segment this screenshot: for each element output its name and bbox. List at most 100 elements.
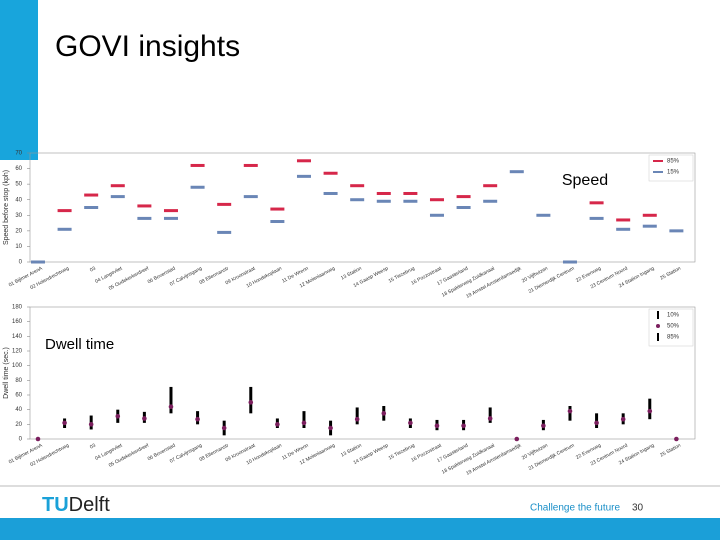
speed-marker <box>669 229 684 233</box>
y-tick-label: 20 <box>15 228 22 234</box>
median-point <box>408 420 413 426</box>
median-point <box>62 420 67 426</box>
speed-marker <box>403 199 418 203</box>
range-bar <box>302 411 306 428</box>
y-tick-label: 40 <box>15 197 22 203</box>
median-point <box>221 425 227 431</box>
range-bar <box>169 386 173 414</box>
y-tick-label: 60 <box>15 166 22 172</box>
median-point <box>195 416 200 422</box>
speed-marker <box>217 230 232 234</box>
slide-title: GOVI insights <box>55 30 240 63</box>
median-point <box>514 436 520 442</box>
speed-marker <box>30 260 45 264</box>
y-tick-label: 10 <box>15 244 22 250</box>
y-tick-label: 140 <box>12 334 23 340</box>
plot-area <box>29 306 696 440</box>
speed-marker <box>270 207 285 211</box>
median-point <box>248 400 254 405</box>
median-point <box>381 411 387 416</box>
median-point <box>461 423 466 429</box>
speed-marker <box>217 202 232 206</box>
speed-marker <box>57 227 72 231</box>
median-point <box>142 416 147 421</box>
speed-marker <box>350 184 365 188</box>
y-tick-label: 120 <box>12 349 23 355</box>
median-point <box>541 423 546 429</box>
plot-area <box>29 152 696 263</box>
legend-swatch <box>657 333 659 341</box>
speed-marker <box>642 224 657 228</box>
legend-swatch <box>653 171 663 173</box>
speed-marker <box>110 195 125 199</box>
speed-marker <box>163 209 178 213</box>
median-point <box>328 425 333 431</box>
speed-marker <box>376 191 391 195</box>
speed-marker <box>483 184 498 188</box>
bottom-bar <box>0 518 720 540</box>
legend-label: 10% <box>667 313 680 319</box>
y-axis-title: Dwell time (sec.) <box>3 347 10 399</box>
speed-marker <box>323 191 338 195</box>
range-bar <box>355 407 359 425</box>
speed-marker <box>642 213 657 217</box>
speed-marker <box>110 184 125 188</box>
y-tick-label: 60 <box>15 393 22 399</box>
legend-label: 15% <box>667 170 680 176</box>
y-tick-label: 70 <box>15 151 22 157</box>
speed-marker <box>536 213 551 217</box>
speed-marker <box>270 220 285 224</box>
speed-marker <box>137 204 152 208</box>
median-point <box>115 413 121 419</box>
y-tick-label: 50 <box>15 182 22 188</box>
legend-swatch <box>653 160 663 162</box>
y-tick-label: 100 <box>12 363 23 369</box>
legend-label: 50% <box>667 324 680 330</box>
chart-annotation: Dwell time <box>45 336 114 353</box>
median-point <box>35 436 41 442</box>
legend-box <box>648 308 694 347</box>
median-point <box>354 416 360 422</box>
speed-marker <box>323 171 338 175</box>
median-point <box>487 416 493 421</box>
median-point <box>168 404 174 410</box>
speed-marker <box>403 191 418 195</box>
y-tick-label: 180 <box>12 305 23 311</box>
y-tick-label: 160 <box>12 319 23 325</box>
median-point <box>674 436 679 442</box>
speed-marker <box>296 174 311 178</box>
y-tick-label: 40 <box>15 407 22 413</box>
median-point <box>567 408 573 414</box>
page-number: 30 <box>632 503 644 514</box>
median-point <box>647 408 653 414</box>
speed-marker <box>190 163 205 167</box>
speed-marker <box>562 260 577 264</box>
median-point <box>301 420 307 426</box>
median-point <box>88 422 94 427</box>
range-bar <box>488 407 492 423</box>
speed-marker <box>350 198 365 202</box>
median-point <box>275 422 280 427</box>
speed-marker <box>456 206 471 209</box>
speed-marker <box>429 213 444 217</box>
speed-marker <box>376 199 391 203</box>
speed-marker <box>243 163 258 167</box>
speed-marker <box>589 201 604 205</box>
slogan: Challenge the future <box>530 503 621 514</box>
y-tick-label: 0 <box>19 260 23 266</box>
median-point <box>434 423 440 429</box>
speed-marker <box>616 218 631 222</box>
y-tick-label: 80 <box>15 378 22 384</box>
speed-marker <box>163 216 178 220</box>
speed-marker <box>296 159 311 163</box>
speed-marker <box>509 170 524 174</box>
speed-marker <box>243 195 258 199</box>
speed-marker <box>137 216 152 220</box>
speed-marker <box>616 227 631 231</box>
x-tick-label: 03 <box>89 443 97 451</box>
median-point <box>620 416 626 422</box>
speed-marker <box>483 199 498 203</box>
chart-annotation: Speed <box>562 172 608 189</box>
